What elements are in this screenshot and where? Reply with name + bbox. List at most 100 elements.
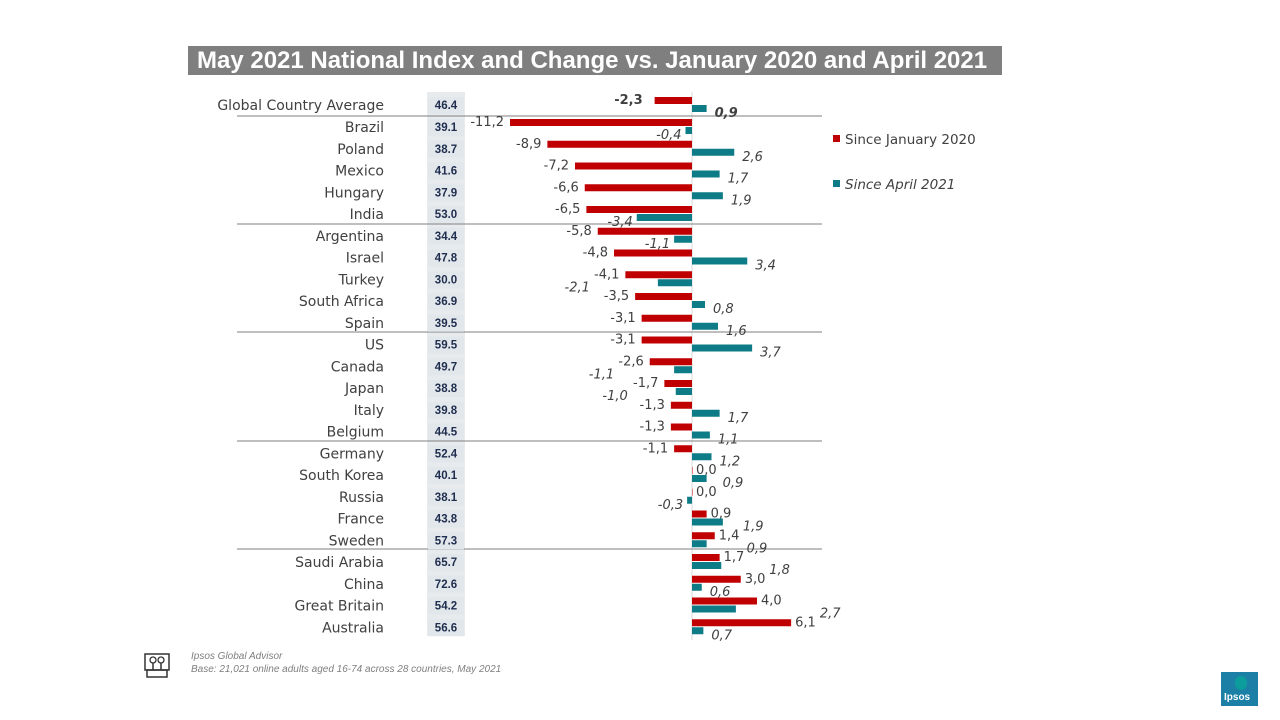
label-since-apr-2021: 3,4 (755, 259, 776, 274)
label-since-apr-2021: 3,7 (760, 346, 781, 361)
bar-since-jan-2020 (664, 380, 692, 387)
country-label: Russia (339, 490, 384, 506)
index-cell (428, 597, 464, 615)
index-value: 57.3 (435, 535, 457, 547)
bar-since-apr-2021 (692, 605, 736, 613)
bar-since-jan-2020 (692, 467, 693, 474)
bar-since-apr-2021 (692, 562, 722, 569)
index-value: 39.5 (435, 318, 458, 330)
index-cell (428, 119, 464, 136)
index-value: 38.1 (435, 492, 458, 504)
bar-since-jan-2020 (649, 358, 692, 366)
label-since-apr-2021: 1,9 (743, 520, 764, 535)
label-since-jan-2020: -1,3 (640, 398, 665, 413)
label-since-jan-2020: -1,1 (643, 441, 668, 456)
legend-swatch-apr-2021 (833, 180, 840, 187)
bar-since-apr-2021 (636, 214, 692, 221)
bar-since-jan-2020 (670, 423, 692, 431)
country-label: South Korea (299, 468, 384, 484)
label-since-jan-2020: -1,7 (633, 376, 658, 391)
bar-since-jan-2020 (692, 488, 693, 496)
index-value: 38.8 (435, 383, 458, 395)
bar-since-apr-2021 (692, 344, 753, 352)
country-label: Spain (345, 316, 384, 332)
label-since-apr-2021: 2,7 (820, 607, 841, 622)
bar-since-apr-2021 (692, 475, 707, 482)
bar-since-jan-2020 (575, 162, 692, 170)
label-since-apr-2021: 0,9 (723, 476, 744, 491)
label-since-jan-2020: -2,6 (618, 354, 643, 369)
index-cell (428, 184, 464, 202)
index-value: 30.0 (435, 274, 457, 286)
bar-since-apr-2021 (685, 127, 692, 134)
bar-since-jan-2020 (692, 575, 741, 583)
country-label: Turkey (337, 272, 384, 288)
label-since-apr-2021: -0,3 (658, 498, 683, 513)
index-cell (428, 532, 464, 550)
country-label: India (350, 207, 384, 223)
bar-since-apr-2021 (692, 409, 720, 417)
bar-since-jan-2020 (692, 597, 757, 605)
label-since-jan-2020: 6,1 (795, 615, 816, 630)
index-cell (428, 467, 464, 484)
label-since-jan-2020: 1,4 (719, 528, 740, 543)
country-label: Poland (337, 142, 384, 158)
country-label: Mexico (335, 164, 384, 180)
legend-label-jan-2020: Since January 2020 (845, 132, 976, 148)
country-label: Global Country Average (217, 98, 384, 114)
legend-label-apr-2021: Since April 2021 (845, 177, 955, 193)
logo-text: Ipsos (1224, 692, 1251, 703)
index-cell (428, 336, 464, 354)
bar-since-apr-2021 (692, 257, 748, 265)
label-since-jan-2020: -2,3 (614, 93, 642, 108)
index-cell (428, 510, 464, 528)
country-label: US (365, 338, 384, 354)
label-since-jan-2020: 1,7 (724, 550, 745, 565)
label-since-apr-2021: 0,7 (711, 628, 732, 643)
bar-since-apr-2021 (687, 496, 692, 504)
bar-since-jan-2020 (692, 554, 720, 561)
bar-since-jan-2020 (641, 336, 692, 344)
bar-since-jan-2020 (547, 140, 692, 148)
label-since-apr-2021: 0,9 (747, 541, 768, 556)
index-value: 52.4 (435, 448, 458, 460)
bar-since-jan-2020 (614, 249, 692, 257)
bar-since-jan-2020 (510, 119, 692, 126)
toolbox-icon (144, 653, 170, 678)
legend-swatch-jan-2020 (833, 135, 840, 142)
index-cell (428, 445, 464, 463)
country-label: South Africa (299, 294, 384, 310)
label-since-apr-2021: -2,1 (565, 280, 590, 295)
label-since-jan-2020: 4,0 (761, 594, 782, 609)
bar-since-apr-2021 (692, 518, 723, 526)
bar-since-apr-2021 (657, 279, 692, 287)
label-since-apr-2021: 1,1 (718, 433, 739, 448)
index-value: 34.4 (435, 231, 458, 243)
label-since-apr-2021: 1,7 (728, 411, 749, 426)
index-value: 54.2 (435, 601, 457, 613)
label-since-jan-2020: 0,0 (696, 485, 717, 500)
bar-since-jan-2020 (670, 401, 692, 409)
index-cell (428, 97, 464, 114)
index-value: 37.9 (435, 187, 457, 199)
country-label: Sweden (329, 533, 384, 549)
bar-since-jan-2020 (692, 619, 792, 627)
index-cell (428, 423, 464, 441)
bar-since-apr-2021 (692, 627, 704, 635)
label-since-jan-2020: -3,5 (604, 289, 629, 304)
bar-since-jan-2020 (635, 293, 692, 300)
label-since-apr-2021: -1,1 (589, 367, 614, 382)
index-cell (428, 206, 464, 223)
bar-since-apr-2021 (692, 431, 710, 439)
footer-note: Ipsos Global Advisor Base: 21,021 online… (191, 650, 501, 676)
index-value: 41.6 (435, 166, 457, 178)
index-value: 56.6 (435, 622, 457, 634)
country-label: Argentina (316, 229, 384, 245)
index-cell (428, 575, 464, 593)
index-value: 43.8 (435, 514, 458, 526)
label-since-apr-2021: 1,9 (731, 193, 752, 208)
bar-since-apr-2021 (692, 583, 702, 591)
index-value: 53.0 (435, 209, 457, 221)
label-since-apr-2021: 0,8 (713, 302, 734, 317)
